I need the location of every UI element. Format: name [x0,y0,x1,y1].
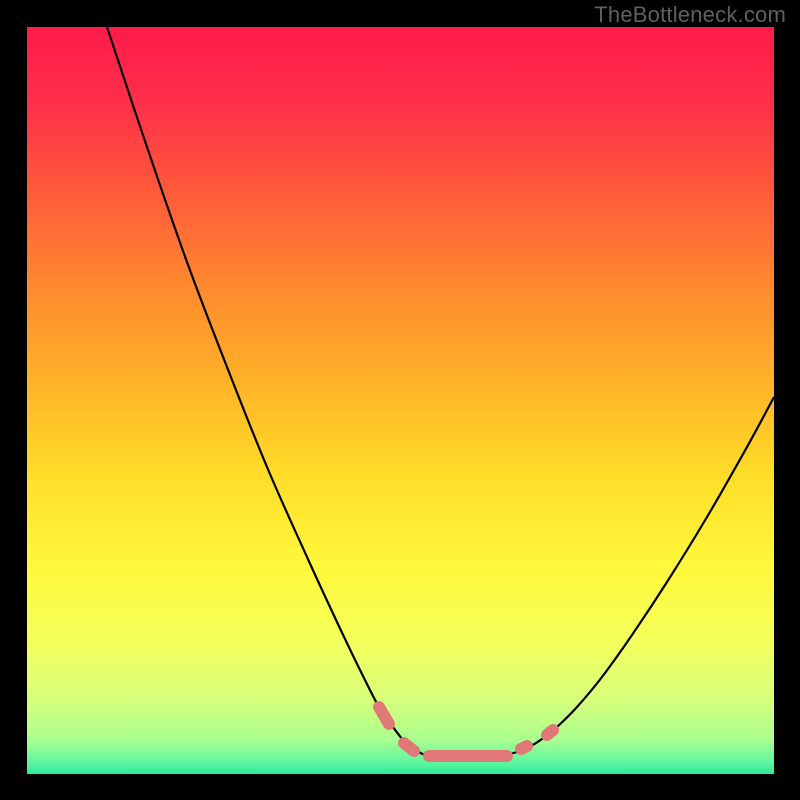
watermark-text: TheBottleneck.com [594,2,786,28]
accent-mark-3 [521,746,527,749]
accent-mark-4 [547,730,553,735]
chart-outer-frame: TheBottleneck.com [0,0,800,800]
accent-mark-0 [379,707,389,724]
chart-svg-layer [27,27,774,774]
chart-plot-area [27,27,774,774]
accent-mark-1 [404,743,414,751]
bottleneck-curve [107,27,774,759]
